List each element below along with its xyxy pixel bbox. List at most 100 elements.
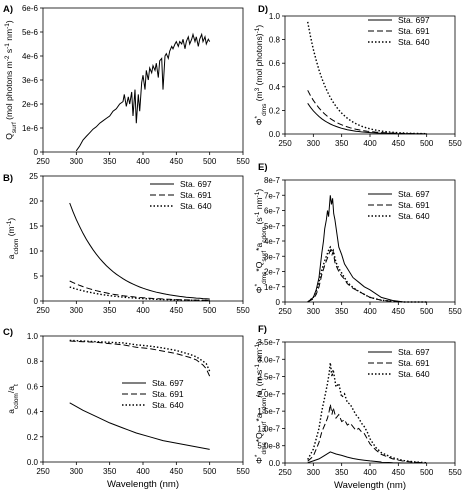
x-tick-label: 400 xyxy=(136,157,150,166)
y-tick-label: 3e-7 xyxy=(264,252,281,261)
y-tick-label: 2.0e-7 xyxy=(257,390,280,399)
x-tick-label: 400 xyxy=(363,139,377,148)
y-tick-label: 20 xyxy=(29,197,38,206)
legend-label: Sta. 640 xyxy=(398,37,430,47)
y-tick-label: 6e-7 xyxy=(264,207,281,216)
y-tick-label: 2e-6 xyxy=(22,100,39,109)
chart-panel-2: B) 250 300 350 400 450 500 550 0 5 10 15 20 25 acdom (… xyxy=(3,172,250,315)
legend-label: Sta. 697 xyxy=(152,378,184,388)
plot-frame xyxy=(42,335,244,463)
plot-frame xyxy=(42,7,244,153)
x-tick-label: 300 xyxy=(70,157,84,166)
x-tick-label: 450 xyxy=(170,306,184,315)
x-tick-label: 400 xyxy=(363,307,377,316)
x-tick-label: 550 xyxy=(448,307,462,316)
y-tick-label: 5.0e-8 xyxy=(257,442,280,451)
legend-label: Sta. 697 xyxy=(398,15,430,25)
series-line-sta-697 xyxy=(307,451,427,464)
series-line-sta-691 xyxy=(69,280,210,301)
chart-panel-1: A) 250 300 350 400 450 500 550 0 1e-6 2e-6 3e-6 4e-6… xyxy=(3,4,250,166)
y-tick-label: 0.2 xyxy=(27,433,39,442)
legend-label: Sta. 691 xyxy=(398,26,430,36)
y-axis-label: Qsurf (mol photons m-2 s-1 nm-1) xyxy=(4,20,18,140)
series-line-sta-697 xyxy=(69,202,210,300)
y-tick-label: 8e-7 xyxy=(264,176,281,185)
y-tick-label: 7e-7 xyxy=(264,191,281,200)
x-tick-label: 250 xyxy=(36,467,50,476)
y-tick-label: 0.4 xyxy=(27,408,39,417)
series-line-sta-691 xyxy=(307,90,427,135)
x-tick-label: 250 xyxy=(278,468,292,477)
x-tick-label: 300 xyxy=(70,467,84,476)
y-tick-label: 1.0e-7 xyxy=(257,424,280,433)
y-tick-label: 4e-6 xyxy=(22,52,39,61)
series-line-sta-691 xyxy=(307,248,427,303)
x-tick-label: 550 xyxy=(236,306,250,315)
series-line-sta-640 xyxy=(307,245,427,303)
x-tick-label: 300 xyxy=(70,306,84,315)
legend-label: Sta. 691 xyxy=(398,200,430,210)
series-line-sta-640 xyxy=(69,339,211,372)
y-tick-label: 6e-6 xyxy=(22,4,39,13)
series-line-sta-640 xyxy=(307,21,427,135)
x-tick-label: 350 xyxy=(103,306,117,315)
legend-label: Sta. 640 xyxy=(152,400,184,410)
x-tick-label: 450 xyxy=(392,307,406,316)
x-tick-label: 550 xyxy=(236,467,250,476)
y-tick-label: 0 xyxy=(34,297,39,306)
y-tick-label: 15 xyxy=(29,222,38,231)
x-tick-label: 450 xyxy=(170,157,184,166)
y-tick-label: 25 xyxy=(29,172,38,181)
series-line-series-1 xyxy=(75,32,211,152)
x-tick-label: 350 xyxy=(103,467,117,476)
x-tick-label: 300 xyxy=(307,139,321,148)
y-tick-label: 0.0 xyxy=(269,459,281,468)
legend-label: Sta. 697 xyxy=(398,189,430,199)
y-axis-label: acdom/at xyxy=(6,384,20,414)
x-tick-label: 400 xyxy=(136,467,150,476)
chart-panel-6: F) 250 300 350 400 450 500 550 0.0 5.0e-8 1.0e-7 1.… xyxy=(254,324,463,491)
x-tick-label: 450 xyxy=(392,468,406,477)
chart-panel-5: E) 250 300 350 400 450 500 550 0 1e-7 2e-7 3e-7 4e-7… xyxy=(254,162,463,316)
panel-label: D) xyxy=(258,4,268,15)
y-tick-label: 5e-7 xyxy=(264,222,281,231)
legend-label: Sta. 640 xyxy=(398,369,430,379)
legend-label: Sta. 640 xyxy=(398,211,430,221)
panel-label: A) xyxy=(3,4,13,15)
y-axis-label: acdom (m-1) xyxy=(6,218,20,260)
y-tick-label: 0 xyxy=(276,298,281,307)
y-tick-label: 1.5e-7 xyxy=(257,407,280,416)
legend-label: Sta. 691 xyxy=(398,358,430,368)
x-tick-label: 500 xyxy=(420,139,434,148)
y-tick-label: 0.4 xyxy=(269,83,281,92)
y-tick-label: 5 xyxy=(34,272,39,281)
series-line-sta-640 xyxy=(69,286,210,302)
legend-label: Sta. 691 xyxy=(152,389,184,399)
y-tick-label: 3e-6 xyxy=(22,76,39,85)
y-tick-label: 10 xyxy=(29,247,38,256)
y-tick-label: 2.5e-7 xyxy=(257,373,280,382)
series-line-sta-691 xyxy=(69,340,211,377)
legend-label: Sta. 691 xyxy=(180,190,212,200)
y-axis-label: Φ*dms*Qsurf*acdom (s-1 nm-1) xyxy=(254,189,268,294)
y-axis-label: Φ*dms (m3 (mol photons)-1) xyxy=(254,25,268,126)
series-line-sta-640 xyxy=(307,362,427,464)
series-line-sta-697 xyxy=(69,402,210,450)
series-line-sta-691 xyxy=(307,404,427,464)
x-tick-label: 550 xyxy=(448,468,462,477)
x-tick-label: 350 xyxy=(335,307,349,316)
x-tick-label: 300 xyxy=(307,468,321,477)
y-axis-label: Φ*dms*Qsurf*acdom/at (m s-1 nm-1) xyxy=(254,341,268,464)
chart-panel-4: D) 250 300 350 400 450 500 550 0.0 0.2 0.4 0.6 0.8 1.… xyxy=(254,4,463,148)
x-tick-label: 400 xyxy=(136,306,150,315)
y-tick-label: 3.5e-7 xyxy=(257,338,280,347)
x-tick-label: 350 xyxy=(103,157,117,166)
x-tick-label: 350 xyxy=(335,468,349,477)
y-tick-label: 1.0 xyxy=(269,12,281,21)
y-tick-label: 1.0 xyxy=(27,332,39,341)
y-tick-label: 0.0 xyxy=(269,130,281,139)
panel-label: B) xyxy=(3,173,13,184)
y-tick-label: 5e-6 xyxy=(22,28,39,37)
legend-label: Sta. 640 xyxy=(180,201,212,211)
